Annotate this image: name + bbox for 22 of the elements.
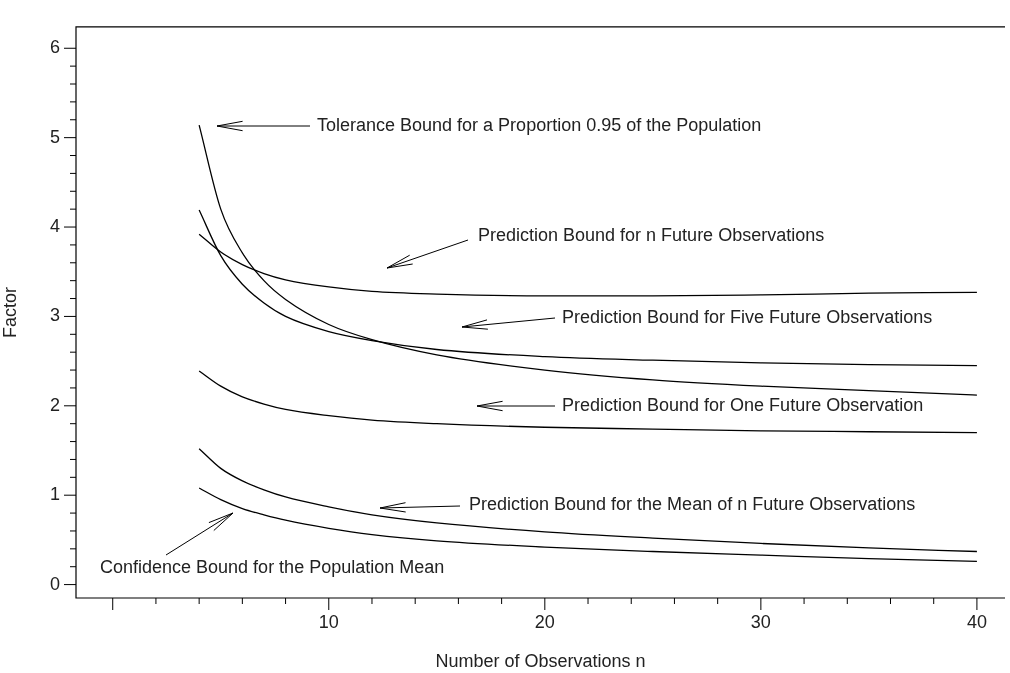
y-tick-label: 5 [49, 126, 60, 147]
annotation: Prediction Bound for One Future Observation [562, 394, 924, 415]
annotation: Prediction Bound for Five Future Observations [562, 306, 933, 327]
y-tick-label: 6 [49, 37, 60, 58]
y-tick-label: 4 [49, 216, 60, 236]
annotation: Tolerance Bound for a Proportion 0.95 of the Population [317, 114, 762, 135]
x-tick-label: 20 [534, 611, 555, 632]
annotation: Confidence Bound for the Population Mean [100, 556, 445, 577]
annotation: Prediction Bound for the Mean of n Future Observations [469, 493, 916, 514]
annotation: Prediction Bound for n Future Observations [478, 224, 825, 245]
y-axis-title: Factor [0, 286, 20, 338]
x-axis-title: Number of Observations n [435, 651, 646, 672]
y-tick-label: 0 [49, 573, 60, 594]
line-series [198, 448, 978, 553]
x-tick-label: 40 [966, 611, 987, 632]
line-series [198, 487, 978, 562]
x-tick-label: 10 [318, 611, 339, 632]
x-tick-label: 30 [750, 611, 771, 632]
y-tick-label: 3 [49, 305, 60, 326]
line-series [198, 370, 978, 434]
y-tick-label: 2 [49, 394, 60, 415]
y-tick-label: 1 [49, 484, 60, 505]
